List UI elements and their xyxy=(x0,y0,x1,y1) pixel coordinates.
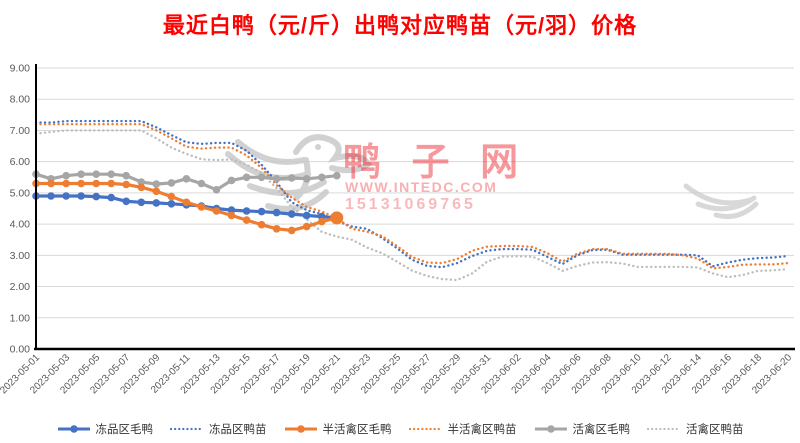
legend-dotted-line-swatch xyxy=(408,427,443,431)
data-point xyxy=(182,175,191,183)
legend-label: 活禽区鸭苗 xyxy=(686,424,744,436)
data-point xyxy=(62,171,70,180)
data-point xyxy=(152,199,161,207)
y-axis-tick-label: 8.00 xyxy=(10,94,31,106)
data-point xyxy=(182,198,191,207)
data-point xyxy=(227,206,236,214)
data-point xyxy=(197,203,206,211)
legend-solid-line-swatch xyxy=(57,425,90,433)
data-point xyxy=(302,211,311,220)
data-point xyxy=(62,179,70,188)
chart-title: 最近白鸭（元/斤）出鸭对应鸭苗（元/羽）价格 xyxy=(162,13,638,38)
data-point xyxy=(318,173,326,182)
data-point xyxy=(167,192,176,201)
y-axis-tick-label: 2.00 xyxy=(10,281,31,293)
data-point xyxy=(77,179,85,188)
series-semi-live-duck xyxy=(32,179,344,235)
data-point xyxy=(77,170,85,178)
data-point xyxy=(272,175,281,183)
data-point xyxy=(287,226,296,235)
y-axis-tick-label: 5.00 xyxy=(10,187,31,199)
data-point xyxy=(62,192,70,200)
data-point xyxy=(197,179,206,188)
y-axis-tick-label: 4.00 xyxy=(10,219,31,231)
data-point xyxy=(107,193,115,202)
data-point xyxy=(302,175,311,183)
legend-label: 冻品区毛鸭 xyxy=(95,424,154,436)
data-point xyxy=(212,186,221,194)
series-live-duck xyxy=(32,170,341,194)
data-point xyxy=(167,200,176,208)
duck-logo-icon xyxy=(683,183,759,220)
data-point xyxy=(287,174,296,182)
data-point xyxy=(318,217,326,226)
legend-item-semi-live-duckling: 半活禽区鸭苗 xyxy=(408,421,517,437)
data-point xyxy=(92,170,100,178)
data-point xyxy=(257,220,266,229)
legend-item-frozen-duck: 冻品区毛鸭 xyxy=(57,421,154,437)
data-point xyxy=(272,225,281,233)
data-point xyxy=(242,207,251,215)
data-point xyxy=(242,216,251,224)
data-point xyxy=(107,179,115,188)
y-axis-tick-label: 6.00 xyxy=(10,156,31,168)
data-point xyxy=(302,222,311,231)
chart-canvas: 9.00 8.00 7.00 6.00 5.00 4.00 3.00 2.00 1.00 0.00… xyxy=(0,63,795,396)
data-point xyxy=(137,178,146,186)
legend-item-semi-live-duck: 半活禽区毛鸭 xyxy=(284,421,392,437)
legend-item-live-duckling: 活禽区鸭苗 xyxy=(647,421,744,437)
data-point xyxy=(137,198,146,207)
legend-dotted-line-swatch xyxy=(170,427,204,431)
data-point xyxy=(167,179,176,187)
y-axis-tick-label: 3.00 xyxy=(10,250,31,262)
data-point xyxy=(47,192,55,200)
data-point xyxy=(122,197,130,206)
data-point xyxy=(330,211,344,225)
x-axis-tick-labels: 2023-05-012023-05-032023-05-052023-05-07… xyxy=(0,352,794,396)
legend-item-live-duck: 活禽区毛鸭 xyxy=(534,421,631,437)
data-point xyxy=(242,173,251,182)
legend-dotted-line-swatch xyxy=(647,427,681,431)
data-point xyxy=(257,173,266,182)
series-frozen-duckling xyxy=(34,119,790,269)
data-point xyxy=(227,211,236,220)
data-point xyxy=(92,192,100,201)
legend-solid-line-swatch xyxy=(284,425,317,433)
watermark-brand: 鸭 子 网 xyxy=(343,142,528,184)
y-axis-tick-label: 0.00 xyxy=(10,344,31,356)
data-point xyxy=(92,179,100,188)
legend-label: 冻品区鸭苗 xyxy=(209,424,267,436)
series-semi-live-duckling xyxy=(34,122,790,270)
y-axis-tick-label: 7.00 xyxy=(10,125,31,137)
watermark-url: WWW.INTEDC.COM xyxy=(345,179,497,195)
legend-item-frozen-duckling: 冻品区鸭苗 xyxy=(170,421,267,437)
legend-label: 半活禽区鸭苗 xyxy=(447,424,517,436)
y-axis-tick-label: 9.00 xyxy=(10,63,31,75)
data-point xyxy=(227,176,236,185)
data-point xyxy=(137,183,146,192)
data-point xyxy=(77,192,85,200)
legend-label: 半活禽区毛鸭 xyxy=(322,424,392,436)
data-point xyxy=(212,207,221,215)
data-point xyxy=(122,180,130,189)
data-point xyxy=(47,179,55,188)
y-axis-tick-label: 1.00 xyxy=(10,312,31,324)
data-point xyxy=(333,171,341,180)
data-point xyxy=(122,171,130,180)
data-point xyxy=(152,187,161,196)
data-point xyxy=(107,170,115,178)
data-point xyxy=(152,180,161,188)
chart-legend: 冻品区毛鸭 冻品区鸭苗 半活禽区毛鸭 半活禽区鸭苗 活禽区毛鸭 活禽区鸭苗 xyxy=(0,421,800,437)
data-point xyxy=(272,208,281,217)
data-point xyxy=(257,207,266,216)
watermark-phone: 15131069765 xyxy=(345,196,476,213)
data-point xyxy=(287,210,296,218)
legend-solid-line-swatch xyxy=(534,425,567,433)
series-live-duckling xyxy=(34,129,790,282)
legend-label: 活禽区毛鸭 xyxy=(572,424,631,436)
